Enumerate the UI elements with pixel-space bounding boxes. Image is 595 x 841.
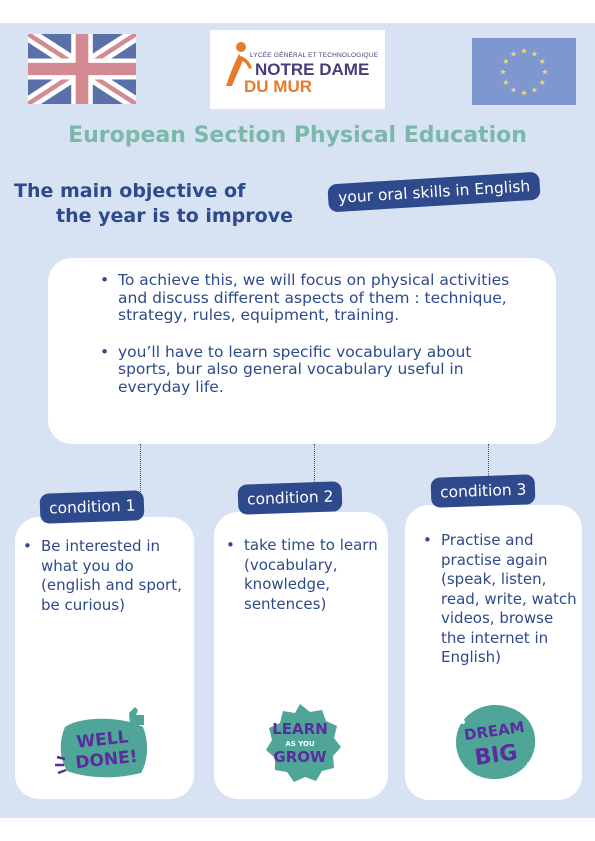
- condition-1-tag: condition 1: [39, 490, 145, 524]
- dream-big-sticker: DREAM BIG: [456, 705, 536, 780]
- logo-subtitle: LYCÉE GÉNÉRAL ET TECHNOLOGIQUE: [250, 52, 379, 59]
- learn-word: LEARN: [272, 720, 328, 738]
- main-bullet-2: you’ll have to learn specific vocabulary…: [100, 343, 520, 397]
- connector-dots-3: [488, 444, 489, 476]
- eu-star-icon: ★: [499, 68, 506, 77]
- main-bullet-1: To achieve this, we will focus on physic…: [100, 271, 520, 325]
- as-you-word: AS YOU: [285, 740, 315, 748]
- eu-star-icon: ★: [531, 86, 538, 95]
- eu-star-icon: ★: [539, 57, 546, 66]
- logo-name-line1: NOTRE DAME: [255, 60, 370, 79]
- eu-star-icon: ★: [520, 89, 527, 98]
- eu-star-icon: ★: [510, 86, 517, 95]
- grow-word: GROW: [273, 748, 327, 766]
- condition-2-list: take time to learn (vocabulary, knowledg…: [226, 536, 386, 614]
- condition-1-text: Be interested in what you do (english an…: [23, 537, 189, 615]
- eu-star-icon: ★: [541, 68, 548, 77]
- logo-name-line2: DU MUR: [244, 77, 312, 96]
- condition-3-tag: condition 3: [430, 474, 536, 508]
- thumbs-up-icon: [129, 707, 144, 725]
- eu-flag-icon: ★ ★★★★★★★★★★★: [472, 38, 576, 105]
- condition-3-text: Practise and practise again (speak, list…: [423, 531, 581, 668]
- eu-star-icon: ★: [520, 47, 527, 56]
- page-title: European Section Physical Education: [68, 123, 527, 148]
- objective-line-1: The main objective of: [14, 180, 246, 202]
- eu-star-icon: ★: [531, 49, 538, 58]
- eu-star-icon: ★: [510, 49, 517, 58]
- objective-line-2: the year is to improve: [56, 205, 293, 227]
- connector-dots-1: [140, 444, 141, 492]
- school-logo: LYCÉE GÉNÉRAL ET TECHNOLOGIQUE NOTRE DAM…: [210, 30, 385, 109]
- condition-2-tag: condition 2: [237, 481, 343, 515]
- uk-flag-icon: [28, 34, 136, 104]
- condition-2-text: take time to learn (vocabulary, knowledg…: [226, 536, 386, 614]
- condition-3-list: Practise and practise again (speak, list…: [423, 531, 581, 668]
- well-done-sticker: WELL DONE!: [55, 707, 148, 778]
- connector-dots-2: [314, 444, 315, 484]
- condition-card-3: Practise and practise again (speak, list…: [405, 505, 582, 800]
- eu-star-icon: ★: [502, 78, 509, 87]
- eu-star-icon: ★: [502, 57, 509, 66]
- main-info-card: To achieve this, we will focus on physic…: [48, 258, 556, 444]
- main-bullet-list: To achieve this, we will focus on physic…: [100, 271, 520, 415]
- condition-1-list: Be interested in what you do (english an…: [23, 537, 189, 615]
- eu-star-icon: ★: [539, 78, 546, 87]
- objective-heading: The main objective of the year is to imp…: [14, 179, 293, 229]
- big-word: BIG: [473, 740, 519, 771]
- runner-figure-icon: [226, 42, 252, 86]
- learn-as-you-grow-sticker: LEARN AS YOU GROW: [266, 704, 341, 782]
